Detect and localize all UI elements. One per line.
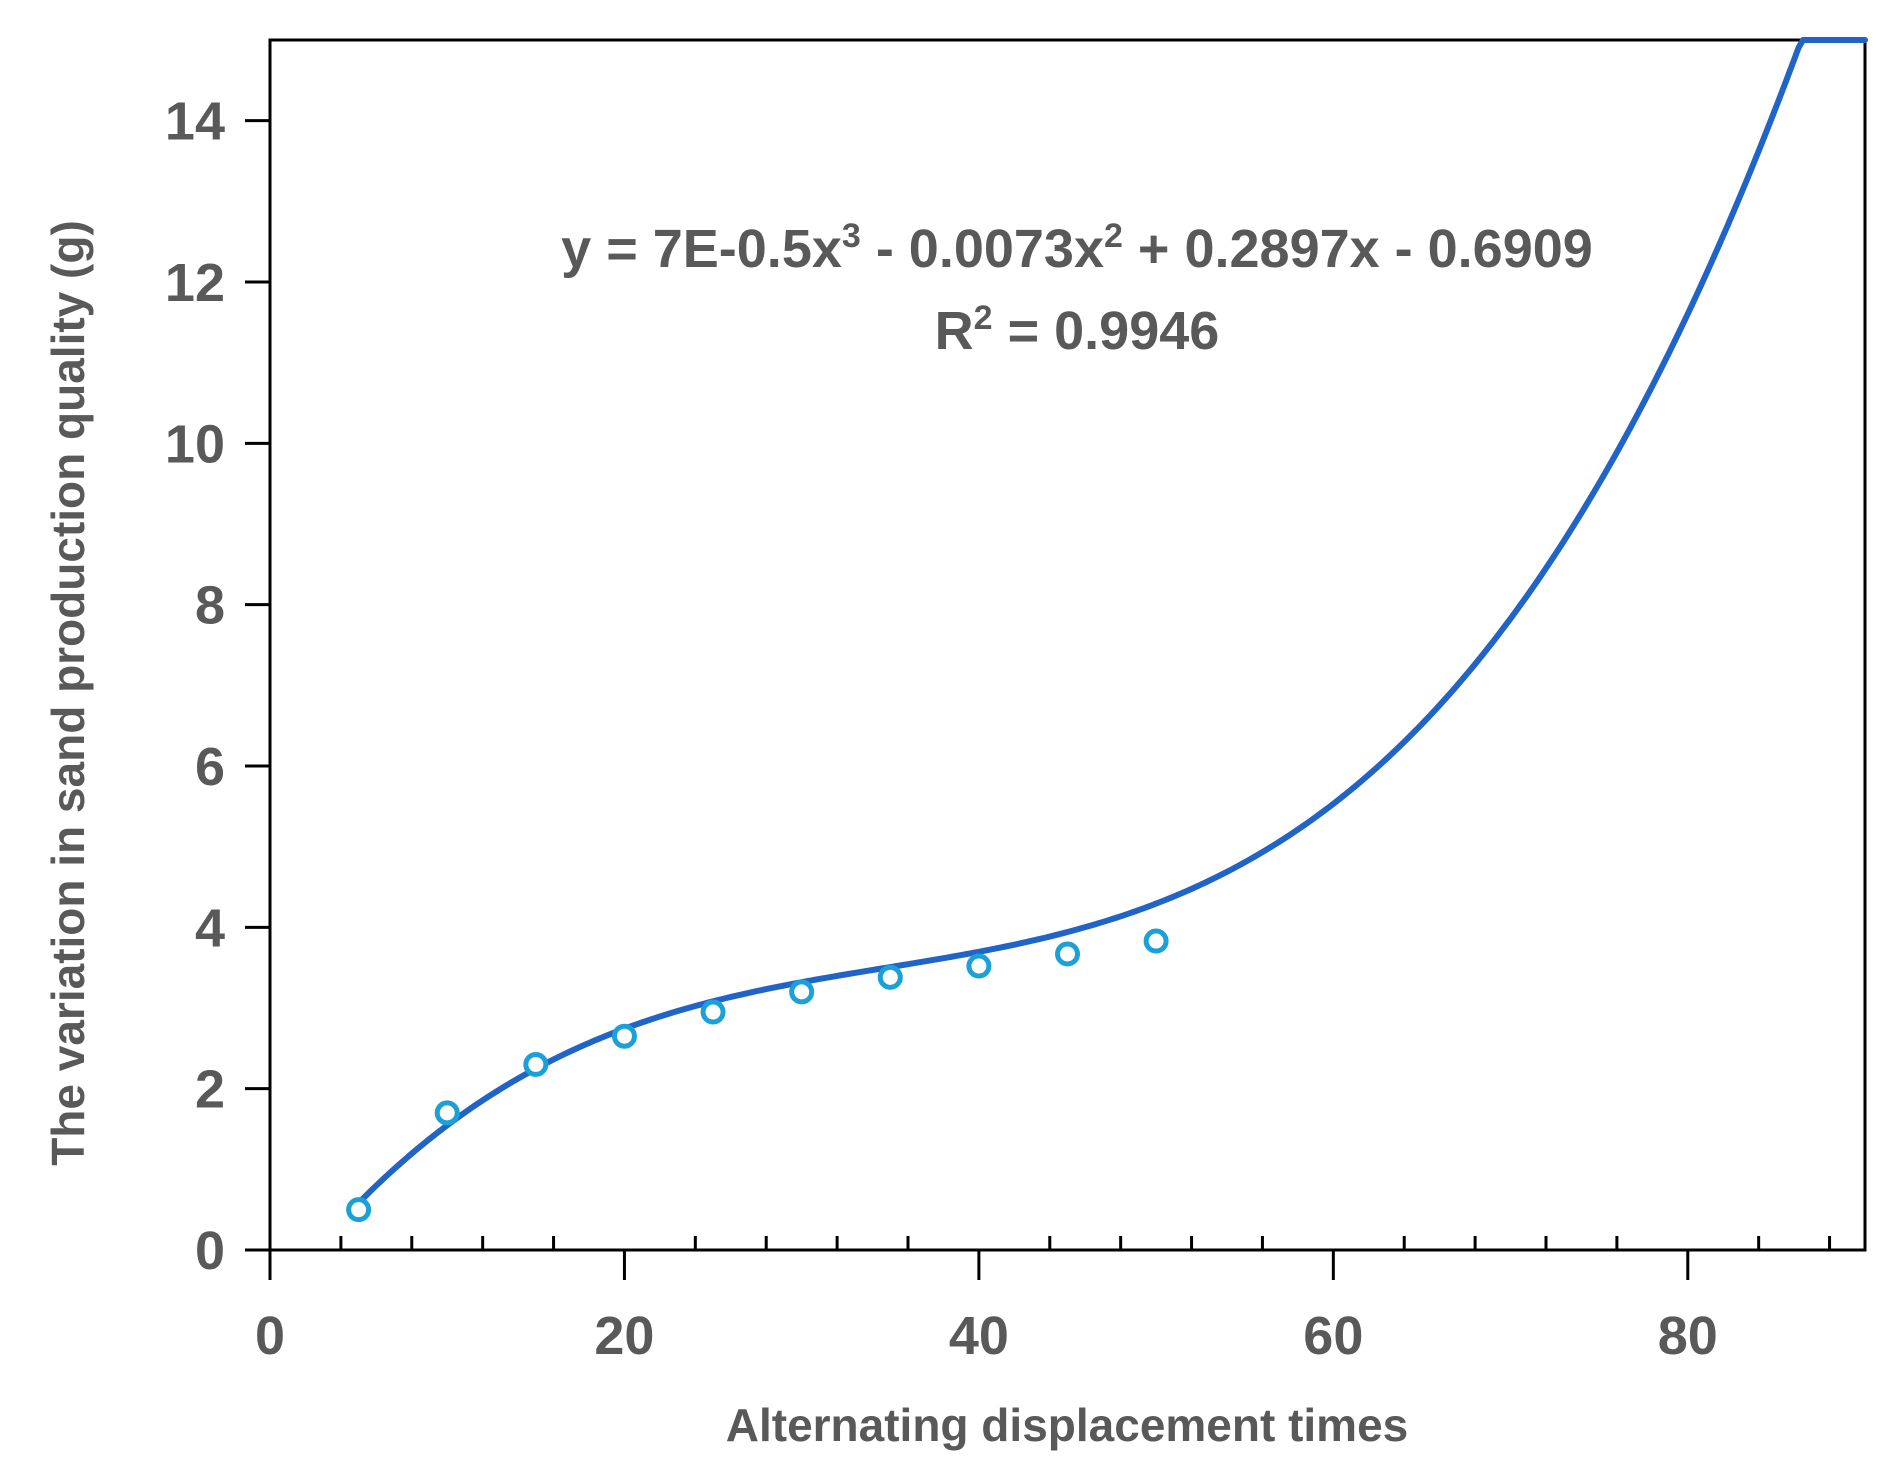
trendline-layer bbox=[355, 37, 1868, 1206]
data-point bbox=[523, 1051, 549, 1077]
x-tick-label: 20 bbox=[594, 1306, 654, 1366]
y-tick-label: 2 bbox=[195, 1060, 225, 1120]
data-point bbox=[789, 979, 815, 1005]
y-axis-ticks: 0 2 4 6 8 10 12 14 bbox=[165, 92, 270, 1281]
x-axis-ticks: 0 20 40 60 80 bbox=[255, 1236, 1832, 1366]
data-point bbox=[700, 999, 726, 1025]
y-tick-label: 10 bbox=[165, 414, 225, 474]
x-tick-label: 80 bbox=[1658, 1306, 1718, 1366]
data-point bbox=[346, 1197, 372, 1223]
x-tick-label: 0 bbox=[255, 1306, 285, 1366]
data-point bbox=[966, 953, 992, 979]
y-tick-label: 0 bbox=[195, 1221, 225, 1281]
data-point bbox=[611, 1023, 637, 1049]
data-point bbox=[1055, 941, 1080, 967]
x-tick-label: 60 bbox=[1303, 1306, 1363, 1366]
equation-label: y = 7E-0.5x3 - 0.0073x2 + 0.2897x - 0.69… bbox=[561, 217, 1593, 279]
data-point bbox=[877, 964, 903, 990]
data-points-layer bbox=[346, 928, 1169, 1223]
y-tick-label: 12 bbox=[165, 253, 225, 313]
trendline-path bbox=[355, 37, 1868, 1206]
y-tick-label: 8 bbox=[195, 576, 225, 636]
y-tick-label: 6 bbox=[195, 737, 225, 797]
x-tick-label: 40 bbox=[949, 1306, 1009, 1366]
plot-frame bbox=[268, 38, 1867, 1252]
r-squared-label: R2 = 0.9946 bbox=[935, 299, 1220, 361]
x-axis-title: Alternating displacement times bbox=[726, 1399, 1409, 1451]
data-point bbox=[1143, 928, 1169, 954]
y-tick-label: 14 bbox=[165, 92, 225, 152]
data-point bbox=[434, 1100, 460, 1126]
y-tick-label: 4 bbox=[195, 898, 225, 958]
y-axis-title: The variation in sand production quality… bbox=[42, 220, 94, 1166]
